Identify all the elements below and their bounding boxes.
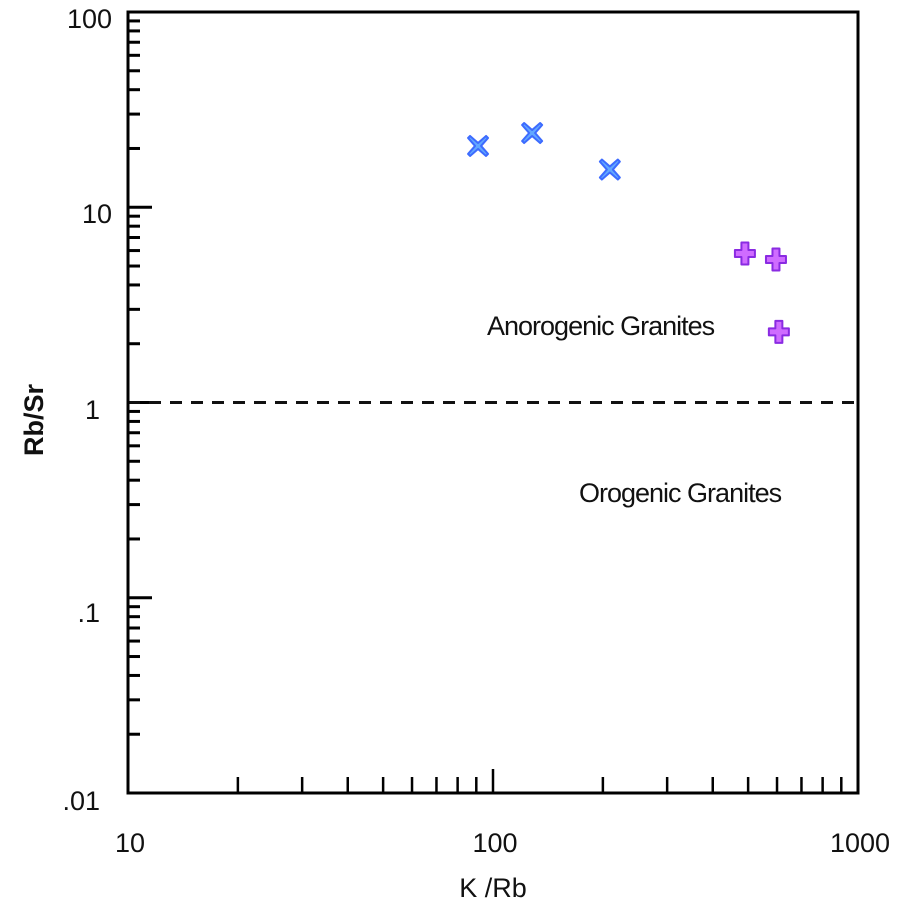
plus-marker	[767, 319, 790, 344]
x-marker	[521, 122, 544, 145]
annotation-anorogenic-granites: Anorogenic Granites	[487, 311, 715, 341]
x-tick-label-100: 100	[472, 828, 517, 858]
plus-marker	[764, 247, 787, 272]
y-tick-label-10: 10	[82, 199, 112, 229]
y-tick-label-100: 100	[67, 4, 112, 34]
x-tick-label-10: 10	[115, 828, 145, 858]
y-tick-label-1: 1	[85, 395, 100, 425]
x-axis-title: K /Rb	[459, 873, 527, 903]
y-tick-label-0.1: .1	[77, 598, 100, 628]
x-marker	[467, 134, 490, 157]
x-marker	[598, 158, 621, 181]
plot-frame	[126, 10, 860, 795]
data-markers	[467, 122, 790, 344]
minor-ticks	[126, 19, 843, 795]
y-tick-label-0.01: .01	[62, 786, 100, 816]
annotation-orogenic-granites: Orogenic Granites	[579, 478, 782, 508]
y-axis-title: Rb/Sr	[19, 384, 49, 457]
plus-marker	[733, 241, 756, 266]
x-tick-label-1000: 1000	[830, 828, 890, 858]
